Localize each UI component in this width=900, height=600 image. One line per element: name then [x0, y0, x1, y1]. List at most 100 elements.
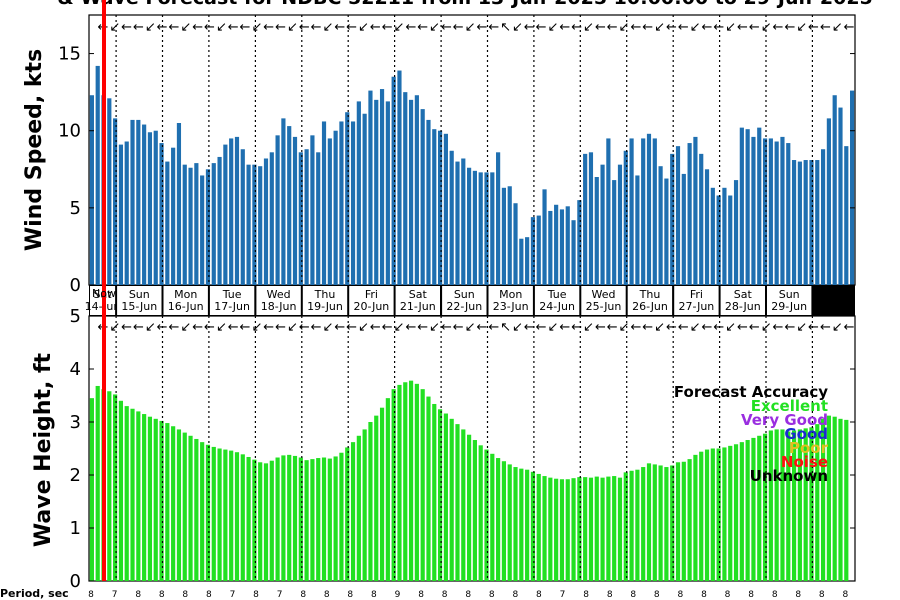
period-value: 8 [748, 590, 754, 600]
wind-direction-arrow: ← [228, 20, 239, 35]
wave-bar [600, 477, 605, 581]
wave-bar [176, 429, 182, 581]
day-label-date: 28-Jun [725, 300, 761, 313]
wind-bar [693, 136, 698, 285]
wind-bar [780, 136, 785, 285]
wind-bar [385, 101, 390, 286]
wind-direction-arrow: ← [169, 20, 180, 35]
wind-direction-arrow: ← [417, 20, 428, 35]
wave-ylabel: Wave Height, ft [31, 352, 56, 547]
day-cell [349, 286, 394, 315]
wind-bar [600, 164, 605, 285]
wave-bar [803, 428, 808, 581]
wave-direction-arrow: ← [808, 320, 819, 335]
wind-bar [472, 170, 477, 285]
wind-bar [304, 149, 309, 285]
legend-entry: Excellent [751, 397, 828, 415]
wave-bar [275, 457, 280, 581]
wind-bar [675, 146, 681, 285]
wave-bar [501, 461, 507, 581]
wave-bar [554, 478, 559, 581]
wave-bar [194, 438, 199, 581]
wave-bar [762, 433, 768, 581]
wind-plot-area [88, 14, 856, 286]
wind-direction-arrow: ↙ [654, 20, 665, 35]
wind-bar [263, 158, 269, 285]
wind-direction-arrow: ← [488, 20, 499, 35]
wind-direction-arrow: ← [192, 20, 203, 35]
wave-bar [542, 476, 547, 581]
day-cell [256, 286, 301, 315]
day-cell [442, 286, 487, 315]
wind-bar [681, 173, 686, 285]
wave-bar [136, 411, 141, 581]
wave-bar [728, 445, 733, 581]
wave-bar [826, 415, 831, 581]
wave-bar [635, 469, 640, 581]
period-value: 8 [701, 590, 707, 600]
wind-bar [832, 95, 837, 285]
wave-direction-arrow: ← [133, 320, 144, 335]
period-value: 7 [560, 590, 566, 600]
wind-bar [147, 132, 153, 285]
wave-direction-arrow: ← [382, 320, 393, 335]
period-value: 8 [206, 590, 212, 600]
day-label-weekday: Fri [365, 288, 378, 301]
wave-bar [786, 431, 791, 581]
wave-direction-arrow: ↙ [429, 320, 440, 335]
wind-direction-arrow: ← [773, 20, 784, 35]
wave-bar [321, 457, 327, 581]
day-cell [209, 286, 255, 315]
wave-direction-arrow: ↙ [619, 320, 630, 335]
wave-direction-arrow: ← [299, 320, 310, 335]
wind-direction-arrow: ↙ [761, 20, 772, 35]
wave-bar [107, 391, 112, 581]
wave-direction-arrow: ← [737, 320, 748, 335]
wave-bar [89, 398, 94, 581]
wave-bars [89, 380, 849, 581]
wind-bar [159, 143, 164, 285]
wave-bar [304, 460, 309, 581]
wind-bar [165, 161, 170, 285]
wind-bar [501, 187, 507, 285]
wave-direction-arrow: ↙ [145, 320, 156, 335]
day-label-date: 25-Jun [586, 300, 622, 313]
wind-bar [786, 143, 791, 285]
wind-direction-arrow: ← [844, 20, 855, 35]
wind-direction-arrow: ← [713, 20, 724, 35]
wave-bar [379, 407, 385, 581]
wind-bar [826, 118, 831, 286]
wave-direction-arrow: ↙ [796, 320, 807, 335]
wave-direction-arrow: ← [607, 320, 618, 335]
wave-bar [147, 416, 153, 581]
wind-day-gridlines [115, 15, 814, 285]
wave-bar [391, 389, 396, 581]
wave-direction-arrow: ← [642, 320, 653, 335]
day-label-date: 26-Jun [632, 300, 668, 313]
wind-bar [194, 163, 199, 285]
wind-bar [258, 166, 263, 285]
wind-bar [188, 167, 193, 285]
period-value: 7 [277, 590, 283, 600]
wave-direction-arrow: ← [844, 320, 855, 335]
day-label-weekday: Sun [779, 288, 800, 301]
wind-bar [478, 172, 483, 285]
period-value: 8 [536, 590, 542, 600]
wind-direction-arrow: ← [275, 20, 286, 35]
wave-bar [171, 426, 176, 581]
wave-direction-arrow: ↙ [761, 320, 772, 335]
wave-direction-arrow: ← [311, 320, 322, 335]
wind-direction-arrow: ← [133, 20, 144, 35]
wind-bar [408, 99, 414, 285]
day-label-date: 27-Jun [679, 300, 715, 313]
wind-bar [559, 209, 565, 285]
wave-direction-arrow: ← [820, 320, 831, 335]
day-label-weekday: Wed [592, 288, 616, 301]
period-value: 8 [489, 590, 495, 600]
wind-direction-arrow: ← [820, 20, 831, 35]
wave-direction-arrow: ← [524, 320, 535, 335]
wave-direction-arrow: ← [417, 320, 428, 335]
period-value: 8 [253, 590, 259, 600]
wave-bar [118, 400, 124, 581]
wave-bar [287, 454, 292, 581]
